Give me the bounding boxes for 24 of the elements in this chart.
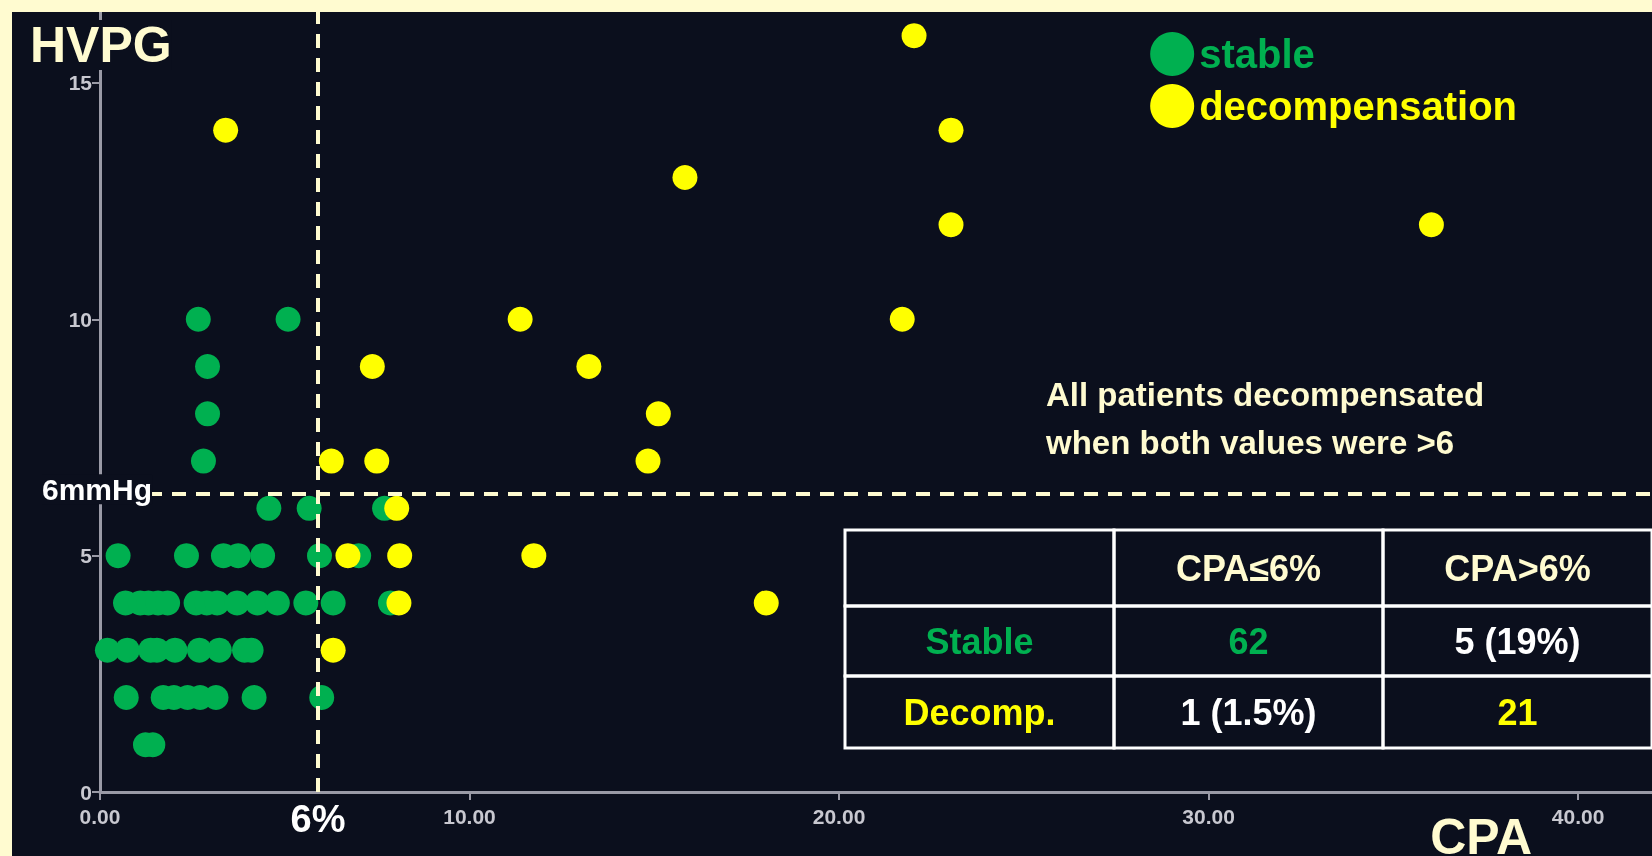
y-tick-label: 15 xyxy=(68,71,93,95)
x-axis-title: CPA xyxy=(1430,809,1532,856)
x-tick-label: 10.00 xyxy=(443,805,496,828)
x-tick-label: 20.00 xyxy=(812,805,866,828)
annotation: 21 xyxy=(1497,691,1538,733)
ref-line-label: 6% xyxy=(290,798,346,840)
ref-line-label: 6mmHg xyxy=(42,472,153,506)
x-tick-label: 30.00 xyxy=(1182,805,1235,828)
annotation: Stable xyxy=(925,620,1034,662)
x-tick-label: 40.00 xyxy=(1551,805,1605,828)
annotation: 62 xyxy=(1228,620,1269,662)
y-tick-label: 10 xyxy=(68,307,92,331)
annotation: 1 (1.5%) xyxy=(1180,691,1317,733)
annotation: Decomp. xyxy=(903,691,1056,733)
y-tick-label: 0 xyxy=(80,780,92,804)
annotation: CPA>6% xyxy=(1444,547,1591,589)
legend-label: decompensation xyxy=(1199,84,1518,128)
annotation: All patients decompensated when both values were >6 xyxy=(1045,375,1494,461)
legend-label: stable xyxy=(1199,32,1315,76)
x-tick-label: 0.00 xyxy=(79,805,121,828)
y-tick-label: 5 xyxy=(80,544,93,568)
annotation: 5 (19%) xyxy=(1454,620,1581,662)
annotation: CPA≤6% xyxy=(1175,547,1322,589)
y-axis-title: HVPG xyxy=(30,17,172,73)
